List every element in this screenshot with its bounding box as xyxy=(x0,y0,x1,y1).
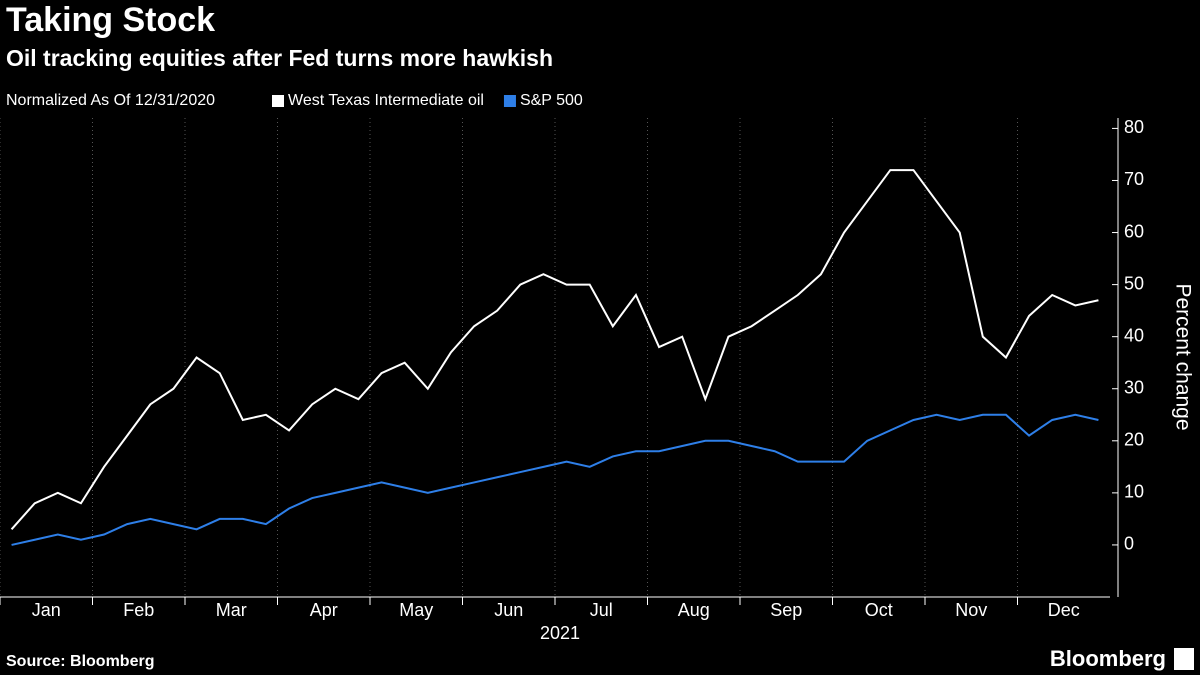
brand-icon xyxy=(1174,648,1194,670)
x-tick-label: Jul xyxy=(590,600,613,620)
x-tick-label: Sep xyxy=(770,600,802,620)
x-tick-label: Dec xyxy=(1048,600,1080,620)
y-axis-label: Percent change xyxy=(1171,283,1194,430)
chart-subtitle: Oil tracking equities after Fed turns mo… xyxy=(6,45,553,71)
x-tick-label: Mar xyxy=(216,600,247,620)
legend-swatch xyxy=(503,95,516,107)
x-tick-label: Jan xyxy=(32,600,61,620)
x-tick-label: Nov xyxy=(955,600,987,620)
x-tick-label: Apr xyxy=(310,600,338,620)
source: Source: Bloomberg xyxy=(6,653,154,670)
legend-swatch xyxy=(272,95,284,107)
y-tick-label: 20 xyxy=(1124,430,1144,450)
legend-label: S&P 500 xyxy=(520,92,583,109)
y-tick-label: 60 xyxy=(1124,221,1144,241)
x-tick-label: Jun xyxy=(494,600,523,620)
x-tick-label: Aug xyxy=(678,600,710,620)
x-tick-label: Oct xyxy=(865,600,893,620)
y-tick-label: 70 xyxy=(1124,169,1144,189)
y-tick-label: 30 xyxy=(1124,377,1144,397)
y-tick-label: 0 xyxy=(1124,534,1134,554)
y-tick-label: 50 xyxy=(1124,273,1144,293)
y-tick-label: 40 xyxy=(1124,325,1144,345)
y-tick-label: 80 xyxy=(1124,117,1144,137)
note: Normalized As Of 12/31/2020 xyxy=(6,92,215,109)
x-tick-label: Feb xyxy=(123,600,154,620)
legend-label: West Texas Intermediate oil xyxy=(288,92,484,109)
series-line xyxy=(10,169,1099,530)
chart-title: Taking Stock xyxy=(6,1,215,39)
brand: Bloomberg xyxy=(1050,646,1166,671)
x-tick-label: May xyxy=(399,600,433,620)
y-tick-label: 10 xyxy=(1124,482,1144,502)
x-axis-label: 2021 xyxy=(540,623,580,643)
series-line xyxy=(11,413,1099,546)
